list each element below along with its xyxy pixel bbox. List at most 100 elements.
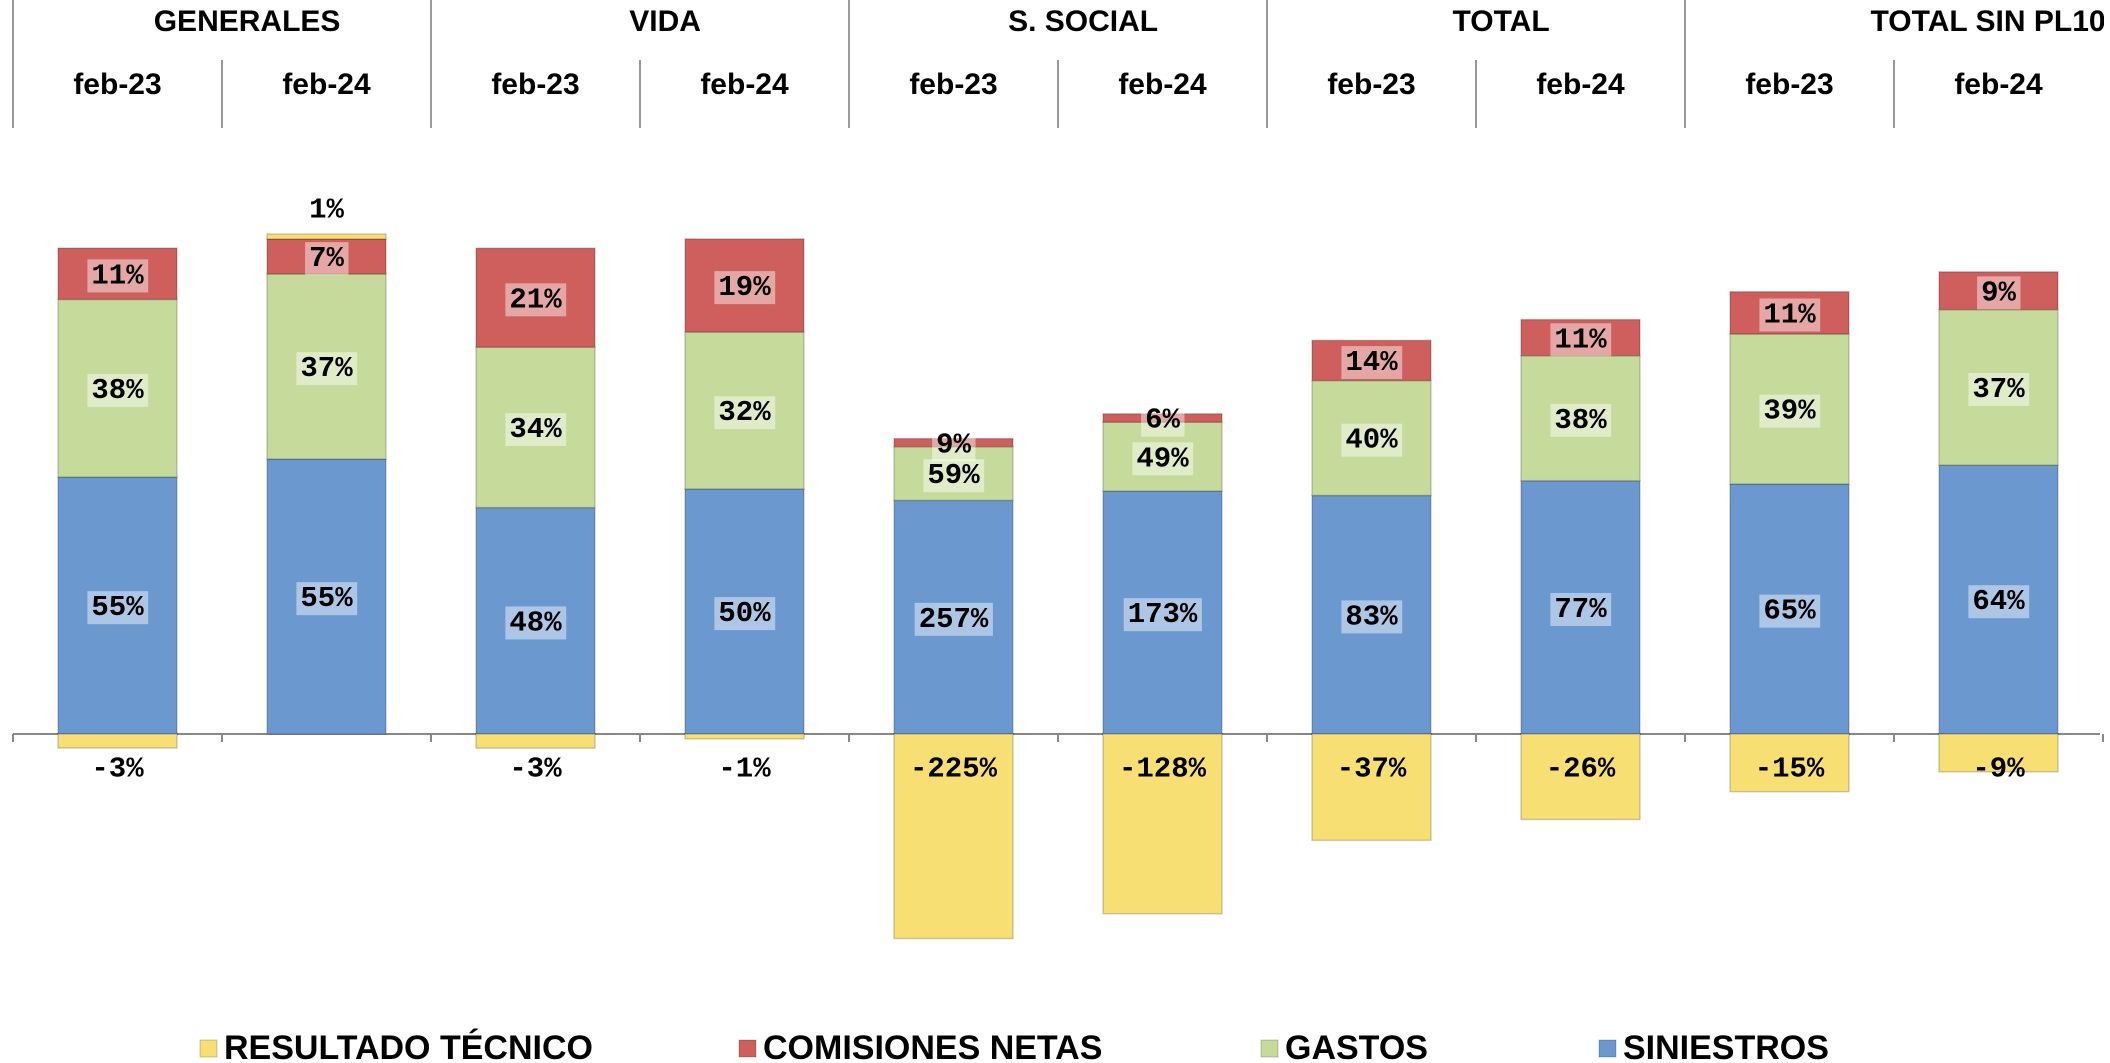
value-label: 32% bbox=[718, 396, 771, 429]
label-bg bbox=[505, 283, 567, 317]
bar-segment bbox=[893, 445, 1014, 502]
category-label: feb-24 bbox=[282, 68, 371, 101]
value-label: 37% bbox=[300, 352, 353, 385]
label-bg bbox=[1759, 394, 1821, 428]
label-bg bbox=[914, 602, 993, 636]
label-bg bbox=[932, 428, 976, 462]
label-bg bbox=[1759, 594, 1821, 628]
value-label: 9% bbox=[1981, 276, 2016, 309]
bar-segment bbox=[1311, 339, 1432, 382]
value-label: 38% bbox=[1554, 404, 1607, 437]
category-label: feb-23 bbox=[73, 68, 161, 101]
bar-segment bbox=[684, 733, 805, 740]
bar-segment bbox=[1520, 354, 1641, 482]
value-label: -128% bbox=[1119, 753, 1207, 786]
label-bg bbox=[1123, 598, 1202, 632]
value-label: 64% bbox=[1972, 585, 2025, 618]
label-bg bbox=[1550, 323, 1612, 357]
value-label: 11% bbox=[91, 259, 144, 292]
bar-segment bbox=[266, 238, 387, 275]
bar-segment bbox=[1729, 483, 1850, 735]
legend-label: RESULTADO TÉCNICO bbox=[224, 1029, 593, 1063]
bar-segment bbox=[57, 298, 178, 478]
bar-segment bbox=[266, 273, 387, 460]
bar-segment bbox=[1938, 308, 2059, 466]
value-label: 49% bbox=[1136, 442, 1189, 475]
label-bg bbox=[1968, 585, 2030, 619]
label-bg bbox=[1341, 346, 1403, 380]
label-bg bbox=[1759, 298, 1821, 332]
bar-segment bbox=[57, 247, 178, 301]
value-label: 14% bbox=[1345, 346, 1398, 379]
value-label: 37% bbox=[1972, 373, 2025, 406]
category-label: feb-23 bbox=[909, 68, 997, 101]
bar-segment bbox=[57, 733, 178, 749]
bar-segment bbox=[1520, 479, 1641, 735]
value-label: -225% bbox=[910, 753, 998, 786]
group-header: TOTAL bbox=[1452, 5, 1549, 38]
bar-segment bbox=[1520, 318, 1641, 357]
value-label: 65% bbox=[1763, 595, 1816, 628]
value-label: 83% bbox=[1345, 600, 1398, 633]
category-label: feb-24 bbox=[1536, 68, 1625, 101]
group-header: GENERALES bbox=[154, 5, 341, 38]
bar-segment bbox=[893, 733, 1014, 940]
label-bg bbox=[305, 242, 349, 276]
value-label: 39% bbox=[1763, 395, 1816, 428]
label-bg bbox=[505, 606, 567, 640]
label-bg bbox=[505, 413, 567, 447]
bar-segment bbox=[1938, 464, 2059, 735]
bar-segment bbox=[684, 238, 805, 333]
category-label: feb-23 bbox=[491, 68, 579, 101]
bar-segment bbox=[1729, 333, 1850, 485]
label-bg bbox=[1341, 423, 1403, 457]
bar-segment bbox=[266, 458, 387, 735]
value-label: 48% bbox=[509, 606, 562, 639]
category-label: feb-24 bbox=[1118, 68, 1207, 101]
legend-label: SINIESTROS bbox=[1623, 1029, 1829, 1063]
label-bg bbox=[87, 373, 149, 407]
legend-swatch bbox=[738, 1039, 757, 1058]
category-label: feb-24 bbox=[1954, 68, 2043, 101]
label-bg bbox=[1968, 373, 2030, 407]
value-label: 34% bbox=[509, 413, 562, 446]
label-bg bbox=[714, 396, 776, 430]
legend-label: COMISIONES NETAS bbox=[763, 1029, 1102, 1063]
label-bg bbox=[1550, 403, 1612, 437]
group-header: S. SOCIAL bbox=[1008, 5, 1158, 38]
bar-segment bbox=[1102, 733, 1223, 915]
bar-segment bbox=[1729, 290, 1850, 335]
value-label: 7% bbox=[309, 242, 344, 275]
chart-body: GENERALES VIDA S. SOCIAL TOTAL TOTAL SIN PL1… bbox=[12, 0, 2106, 1063]
bar-segment bbox=[266, 233, 387, 240]
value-label: -26% bbox=[1546, 753, 1616, 786]
value-label: 59% bbox=[927, 459, 980, 492]
value-label: -3% bbox=[91, 753, 144, 786]
bar-segment bbox=[684, 488, 805, 735]
bar-segment bbox=[475, 733, 596, 749]
label-bg bbox=[1141, 403, 1185, 437]
label-bg bbox=[1977, 276, 2021, 310]
value-label: 50% bbox=[718, 597, 771, 630]
bar-segment bbox=[1938, 733, 2059, 773]
legend-swatch bbox=[199, 1039, 218, 1058]
value-label: 38% bbox=[91, 374, 144, 407]
category-label: feb-24 bbox=[700, 68, 789, 101]
category-label: feb-23 bbox=[1327, 68, 1415, 101]
label-bg bbox=[1341, 600, 1403, 634]
legend-swatch bbox=[1260, 1039, 1279, 1058]
label-bg bbox=[87, 259, 149, 293]
group-header: TOTAL SIN PL10 bbox=[1871, 5, 2106, 38]
label-bg bbox=[87, 591, 149, 625]
value-label: 55% bbox=[91, 591, 144, 624]
value-label: 6% bbox=[1145, 404, 1180, 437]
value-label: 9% bbox=[936, 428, 971, 461]
bar-segment bbox=[1311, 733, 1432, 842]
legend-swatch bbox=[1598, 1039, 1617, 1058]
category-label: feb-23 bbox=[1745, 68, 1833, 101]
value-label: -37% bbox=[1337, 753, 1407, 786]
value-label: 257% bbox=[919, 603, 989, 636]
label-bg bbox=[1132, 442, 1194, 476]
label-bg bbox=[296, 582, 358, 616]
